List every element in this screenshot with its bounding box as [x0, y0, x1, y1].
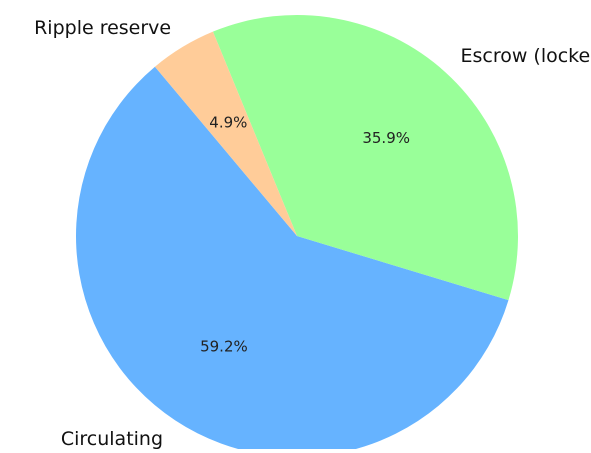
pie-slice-label: Ripple reserve	[34, 17, 171, 39]
pie-pct-label: 35.9%	[362, 129, 410, 147]
pie-slice-label: Escrow (locked)	[460, 45, 591, 67]
pie-slice-escrow-locked	[212, 15, 518, 301]
pie-pct-label: 59.2%	[200, 338, 248, 356]
pie-slice-ripple-reserve	[154, 31, 297, 237]
pie-slice-circulating	[76, 66, 509, 453]
pie-slice-label: Circulating	[61, 428, 163, 449]
pie-pct-label: 4.9%	[209, 114, 247, 132]
